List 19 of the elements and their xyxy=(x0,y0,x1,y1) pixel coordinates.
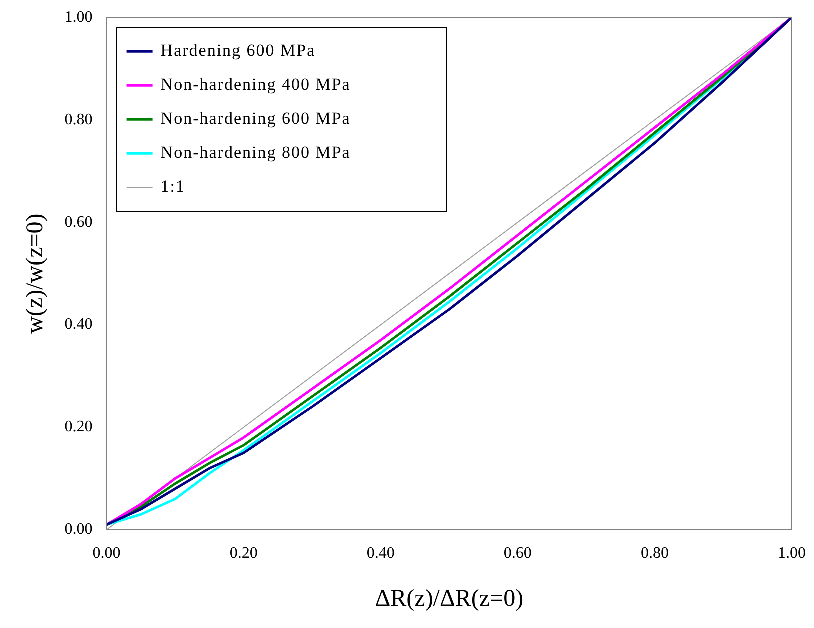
x-axis-title: ΔR(z)/ΔR(z=0) xyxy=(375,586,524,612)
legend-label: Non-hardening 800 MPa xyxy=(160,143,351,162)
x-tick-label: 0.40 xyxy=(366,544,395,562)
y-tick-label: 0.80 xyxy=(64,111,93,128)
y-tick-label: 0.40 xyxy=(64,316,93,334)
x-tick-label: 0.60 xyxy=(504,544,532,562)
y-tick-label: 0.20 xyxy=(64,418,93,436)
y-tick-label: 0.60 xyxy=(64,214,93,231)
legend-label: 1:1 xyxy=(160,177,186,196)
x-tick-label: 0.00 xyxy=(92,544,121,562)
legend-label: Non-hardening 600 MPa xyxy=(160,109,351,128)
y-tick-label: 0.00 xyxy=(64,521,93,538)
x-tick-label: 0.20 xyxy=(230,544,258,562)
x-tick-label: 0.80 xyxy=(640,544,669,562)
y-tick-label: 1.00 xyxy=(64,8,93,26)
legend-label: Hardening 600 MPa xyxy=(160,41,316,60)
legend-label: Non-hardening 400 MPa xyxy=(160,75,351,94)
x-tick-label: 1.00 xyxy=(778,544,806,562)
y-axis-title: w(z)/w(z=0) xyxy=(22,214,49,334)
